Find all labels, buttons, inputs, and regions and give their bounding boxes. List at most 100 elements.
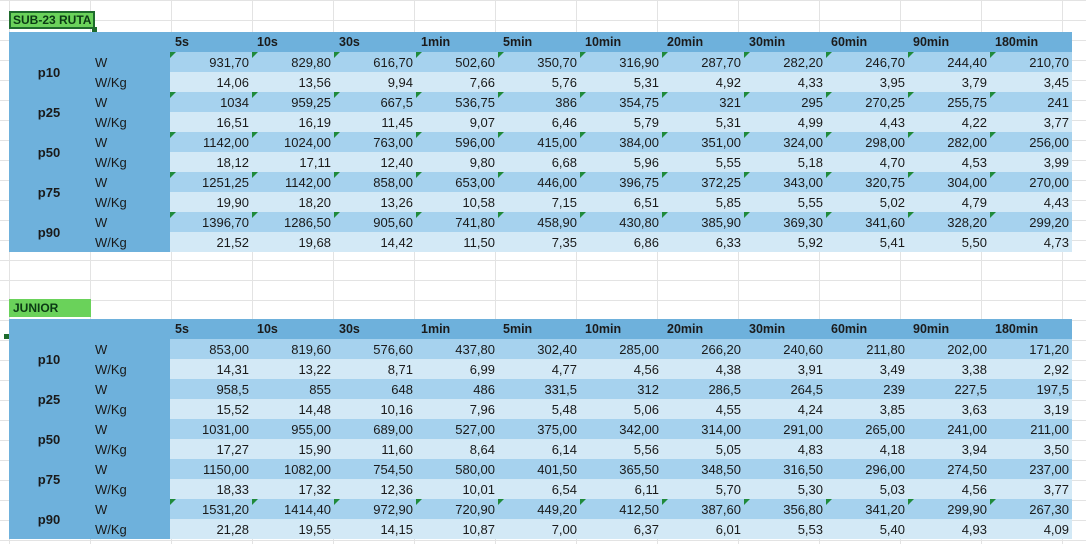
- percentile-label[interactable]: p25: [9, 379, 89, 419]
- value-cell[interactable]: 6,86: [580, 232, 662, 252]
- value-cell[interactable]: 17,11: [252, 152, 334, 172]
- column-header[interactable]: 30min: [744, 32, 826, 52]
- percentile-label[interactable]: p50: [9, 132, 89, 172]
- value-cell[interactable]: 1396,70: [170, 212, 252, 232]
- value-cell[interactable]: 819,60: [252, 339, 334, 359]
- value-cell[interactable]: 5,18: [744, 152, 826, 172]
- column-header[interactable]: 90min: [908, 32, 990, 52]
- value-cell[interactable]: 5,40: [826, 519, 908, 539]
- value-cell[interactable]: 14,48: [252, 399, 334, 419]
- column-header[interactable]: 5min: [498, 32, 580, 52]
- value-cell[interactable]: 3,77: [990, 479, 1072, 499]
- value-cell[interactable]: 6,33: [662, 232, 744, 252]
- percentile-label[interactable]: p90: [9, 212, 89, 252]
- value-cell[interactable]: 12,40: [334, 152, 416, 172]
- value-cell[interactable]: 858,00: [334, 172, 416, 192]
- value-cell[interactable]: 4,93: [908, 519, 990, 539]
- value-cell[interactable]: 4,56: [580, 359, 662, 379]
- value-cell[interactable]: 10,87: [416, 519, 498, 539]
- value-cell[interactable]: 17,27: [170, 439, 252, 459]
- value-cell[interactable]: 4,92: [662, 72, 744, 92]
- unit-label[interactable]: W/Kg: [89, 72, 170, 92]
- value-cell[interactable]: 5,50: [908, 232, 990, 252]
- value-cell[interactable]: 296,00: [826, 459, 908, 479]
- value-cell[interactable]: 341,60: [826, 212, 908, 232]
- column-header[interactable]: 60min: [826, 319, 908, 339]
- value-cell[interactable]: 1142,00: [170, 132, 252, 152]
- value-cell[interactable]: 21,52: [170, 232, 252, 252]
- column-header[interactable]: 5min: [498, 319, 580, 339]
- value-cell[interactable]: 316,90: [580, 52, 662, 72]
- value-cell[interactable]: 5,92: [744, 232, 826, 252]
- column-header[interactable]: 10min: [580, 319, 662, 339]
- value-cell[interactable]: 958,5: [170, 379, 252, 399]
- value-cell[interactable]: 5,31: [662, 112, 744, 132]
- value-cell[interactable]: 430,80: [580, 212, 662, 232]
- unit-label[interactable]: W/Kg: [89, 152, 170, 172]
- value-cell[interactable]: 648: [334, 379, 416, 399]
- value-cell[interactable]: 396,75: [580, 172, 662, 192]
- value-cell[interactable]: 387,60: [662, 499, 744, 519]
- header-blank[interactable]: [9, 32, 89, 52]
- column-header[interactable]: 10min: [580, 32, 662, 52]
- value-cell[interactable]: 6,99: [416, 359, 498, 379]
- value-cell[interactable]: 4,33: [744, 72, 826, 92]
- value-cell[interactable]: 401,50: [498, 459, 580, 479]
- value-cell[interactable]: 5,56: [580, 439, 662, 459]
- value-cell[interactable]: 197,5: [990, 379, 1072, 399]
- value-cell[interactable]: 4,56: [908, 479, 990, 499]
- value-cell[interactable]: 7,15: [498, 192, 580, 212]
- value-cell[interactable]: 19,55: [252, 519, 334, 539]
- value-cell[interactable]: 4,99: [744, 112, 826, 132]
- value-cell[interactable]: 5,55: [744, 192, 826, 212]
- value-cell[interactable]: 11,60: [334, 439, 416, 459]
- cursor-handle[interactable]: [4, 334, 9, 339]
- value-cell[interactable]: 4,83: [744, 439, 826, 459]
- value-cell[interactable]: 386: [498, 92, 580, 112]
- value-cell[interactable]: 5,70: [662, 479, 744, 499]
- value-cell[interactable]: 3,19: [990, 399, 1072, 419]
- unit-label[interactable]: W/Kg: [89, 112, 170, 132]
- table-title-junior[interactable]: JUNIOR: [9, 299, 91, 317]
- value-cell[interactable]: 354,75: [580, 92, 662, 112]
- value-cell[interactable]: 2,92: [990, 359, 1072, 379]
- value-cell[interactable]: 853,00: [170, 339, 252, 359]
- value-cell[interactable]: 240,60: [744, 339, 826, 359]
- value-cell[interactable]: 5,03: [826, 479, 908, 499]
- value-cell[interactable]: 246,70: [826, 52, 908, 72]
- value-cell[interactable]: 10,16: [334, 399, 416, 419]
- unit-label[interactable]: W: [89, 339, 170, 359]
- value-cell[interactable]: 11,50: [416, 232, 498, 252]
- value-cell[interactable]: 576,60: [334, 339, 416, 359]
- value-cell[interactable]: 5,05: [662, 439, 744, 459]
- value-cell[interactable]: 1082,00: [252, 459, 334, 479]
- value-cell[interactable]: 299,90: [908, 499, 990, 519]
- percentile-label[interactable]: p75: [9, 172, 89, 212]
- column-header[interactable]: 10s: [252, 32, 334, 52]
- value-cell[interactable]: 5,06: [580, 399, 662, 419]
- value-cell[interactable]: 4,73: [990, 232, 1072, 252]
- value-cell[interactable]: 8,71: [334, 359, 416, 379]
- value-cell[interactable]: 375,00: [498, 419, 580, 439]
- value-cell[interactable]: 3,49: [826, 359, 908, 379]
- unit-label[interactable]: W/Kg: [89, 399, 170, 419]
- value-cell[interactable]: 3,77: [990, 112, 1072, 132]
- percentile-label[interactable]: p50: [9, 419, 89, 459]
- header-blank[interactable]: [89, 32, 170, 52]
- value-cell[interactable]: 1031,00: [170, 419, 252, 439]
- value-cell[interactable]: 959,25: [252, 92, 334, 112]
- value-cell[interactable]: 348,50: [662, 459, 744, 479]
- value-cell[interactable]: 754,50: [334, 459, 416, 479]
- unit-label[interactable]: W: [89, 499, 170, 519]
- unit-label[interactable]: W/Kg: [89, 232, 170, 252]
- value-cell[interactable]: 372,25: [662, 172, 744, 192]
- value-cell[interactable]: 14,42: [334, 232, 416, 252]
- value-cell[interactable]: 312: [580, 379, 662, 399]
- value-cell[interactable]: 10,58: [416, 192, 498, 212]
- value-cell[interactable]: 6,68: [498, 152, 580, 172]
- value-cell[interactable]: 7,35: [498, 232, 580, 252]
- value-cell[interactable]: 6,54: [498, 479, 580, 499]
- value-cell[interactable]: 3,95: [826, 72, 908, 92]
- value-cell[interactable]: 449,20: [498, 499, 580, 519]
- value-cell[interactable]: 4,18: [826, 439, 908, 459]
